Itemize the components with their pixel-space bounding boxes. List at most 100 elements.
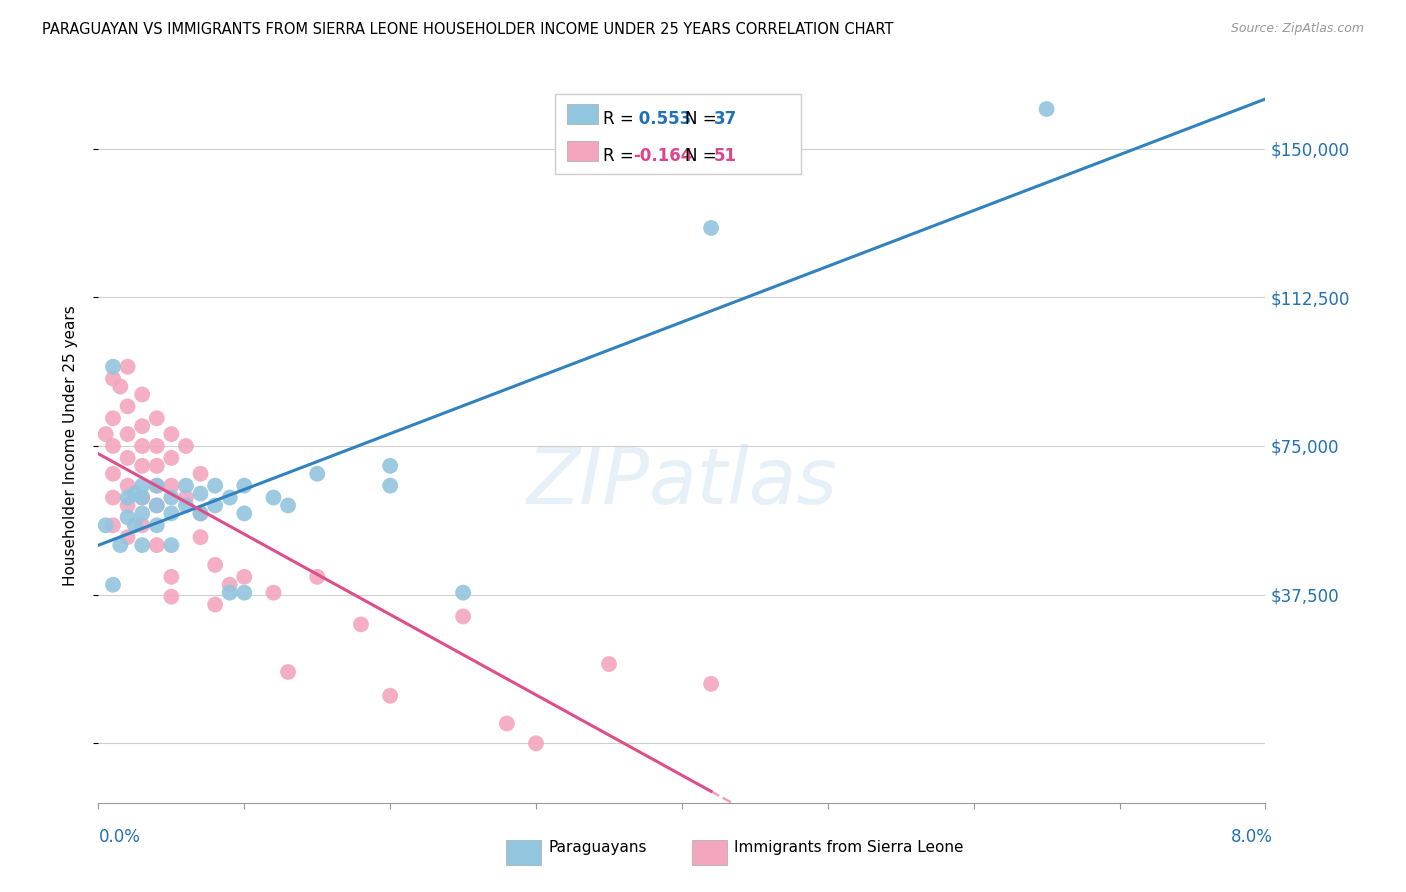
- Text: 37: 37: [714, 110, 738, 128]
- Point: [190, 486, 212, 500]
- Point: [350, 617, 373, 632]
- Point: [451, 609, 474, 624]
- Point: [218, 585, 240, 599]
- Point: [131, 507, 153, 521]
- Point: [110, 538, 132, 552]
- Text: Source: ZipAtlas.com: Source: ZipAtlas.com: [1230, 22, 1364, 36]
- Point: [190, 507, 212, 521]
- Point: [160, 450, 183, 465]
- Text: R =: R =: [603, 110, 640, 128]
- Point: [1035, 102, 1057, 116]
- Point: [117, 491, 139, 505]
- Point: [131, 458, 153, 473]
- Point: [101, 491, 124, 505]
- Point: [174, 478, 197, 492]
- Point: [146, 499, 169, 513]
- Text: PARAGUAYAN VS IMMIGRANTS FROM SIERRA LEONE HOUSEHOLDER INCOME UNDER 25 YEARS COR: PARAGUAYAN VS IMMIGRANTS FROM SIERRA LEO…: [42, 22, 894, 37]
- Point: [101, 411, 124, 425]
- Point: [94, 518, 117, 533]
- Point: [131, 387, 153, 401]
- Point: [131, 478, 153, 492]
- Point: [101, 578, 124, 592]
- Point: [233, 478, 256, 492]
- Text: Immigrants from Sierra Leone: Immigrants from Sierra Leone: [734, 840, 963, 855]
- Point: [117, 400, 139, 414]
- Text: 0.0%: 0.0%: [98, 828, 141, 846]
- Point: [496, 716, 519, 731]
- Point: [101, 359, 124, 374]
- Text: R =: R =: [603, 147, 640, 165]
- Text: ZIPatlas: ZIPatlas: [526, 443, 838, 520]
- Point: [233, 585, 256, 599]
- Point: [146, 478, 169, 492]
- Point: [131, 439, 153, 453]
- Point: [131, 419, 153, 434]
- Point: [160, 570, 183, 584]
- Point: [160, 590, 183, 604]
- Point: [598, 657, 620, 671]
- Point: [277, 499, 299, 513]
- Point: [204, 558, 226, 572]
- Text: -0.164: -0.164: [633, 147, 692, 165]
- Point: [146, 458, 169, 473]
- Point: [146, 538, 169, 552]
- Point: [174, 491, 197, 505]
- Y-axis label: Householder Income Under 25 years: Householder Income Under 25 years: [63, 306, 77, 586]
- Point: [117, 427, 139, 442]
- Point: [117, 450, 139, 465]
- Point: [218, 491, 240, 505]
- Point: [146, 518, 169, 533]
- Point: [378, 689, 402, 703]
- Point: [174, 439, 197, 453]
- Point: [700, 677, 723, 691]
- Point: [524, 736, 547, 750]
- Point: [124, 486, 146, 500]
- Point: [233, 507, 256, 521]
- Text: 8.0%: 8.0%: [1230, 828, 1272, 846]
- Point: [190, 507, 212, 521]
- Text: N =: N =: [685, 110, 721, 128]
- Point: [204, 478, 226, 492]
- Point: [160, 491, 183, 505]
- Point: [117, 510, 139, 524]
- Point: [218, 578, 240, 592]
- Point: [101, 518, 124, 533]
- Text: 51: 51: [714, 147, 737, 165]
- Point: [124, 518, 146, 533]
- Point: [146, 439, 169, 453]
- Point: [117, 530, 139, 544]
- Point: [117, 478, 139, 492]
- Text: N =: N =: [685, 147, 721, 165]
- Point: [146, 499, 169, 513]
- Point: [700, 221, 723, 235]
- Point: [307, 467, 329, 481]
- Point: [117, 499, 139, 513]
- Point: [110, 379, 132, 393]
- Point: [94, 427, 117, 442]
- Point: [117, 359, 139, 374]
- Point: [204, 598, 226, 612]
- Point: [160, 507, 183, 521]
- Point: [131, 538, 153, 552]
- Point: [101, 439, 124, 453]
- Point: [277, 665, 299, 679]
- Point: [146, 478, 169, 492]
- Point: [101, 467, 124, 481]
- Point: [262, 491, 284, 505]
- Point: [146, 411, 169, 425]
- Point: [262, 585, 284, 599]
- Point: [233, 570, 256, 584]
- Point: [190, 467, 212, 481]
- Text: Paraguayans: Paraguayans: [548, 840, 647, 855]
- Point: [101, 371, 124, 385]
- Point: [204, 499, 226, 513]
- Point: [451, 585, 474, 599]
- Point: [307, 570, 329, 584]
- Text: 0.553: 0.553: [633, 110, 690, 128]
- Point: [378, 478, 402, 492]
- Point: [160, 478, 183, 492]
- Point: [378, 458, 402, 473]
- Point: [131, 491, 153, 505]
- Point: [174, 499, 197, 513]
- Point: [131, 491, 153, 505]
